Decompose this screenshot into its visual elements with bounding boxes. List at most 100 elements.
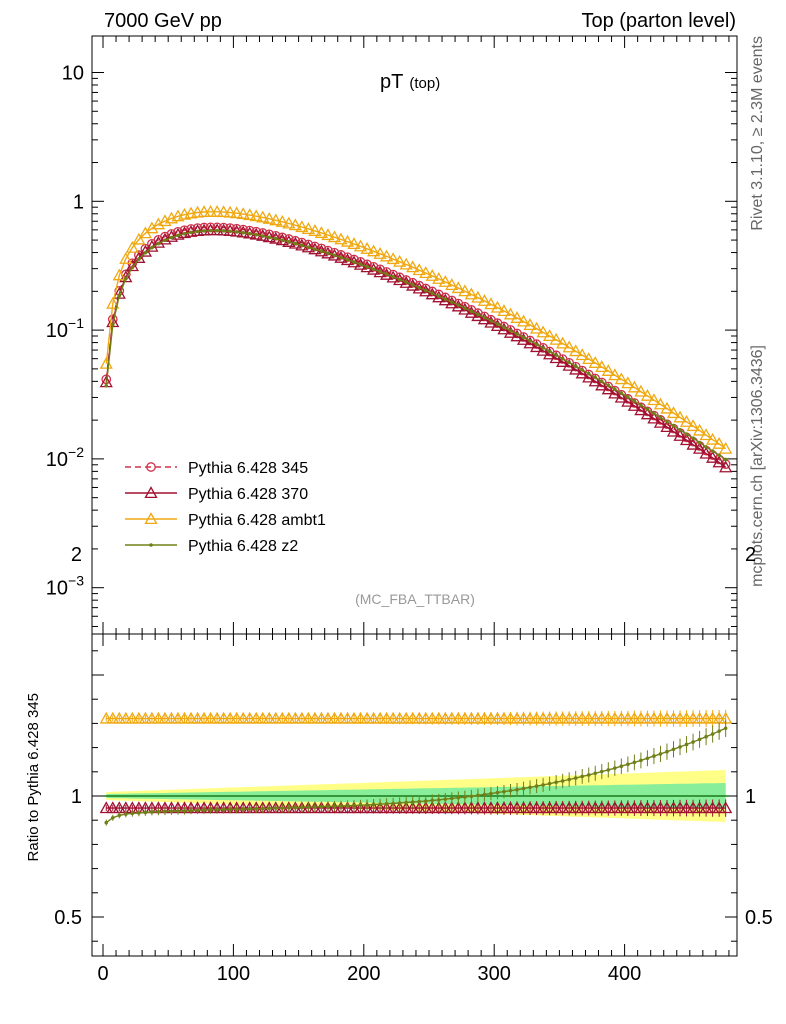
ratio-data-point (640, 711, 655, 724)
data-point (621, 376, 635, 389)
series-line (105, 226, 727, 465)
y-tick-label-base: 10 (46, 578, 68, 600)
data-point (380, 249, 394, 262)
ratio-data-point (358, 803, 363, 807)
ratio-data-point (366, 711, 381, 724)
ratio-data-point (373, 711, 387, 724)
ratio-data-point (679, 801, 694, 814)
ratio-data-point (130, 811, 135, 816)
ratio-data-point (386, 711, 400, 724)
ratio-data-point (588, 801, 602, 814)
data-point (358, 262, 363, 267)
data-point (678, 428, 682, 432)
ratio-data-point (443, 797, 448, 801)
data-point (380, 267, 394, 280)
ratio-data-point (647, 801, 661, 814)
ratio-data-point (353, 801, 368, 814)
ratio-data-point (621, 711, 635, 724)
data-point (516, 314, 531, 327)
data-point (366, 262, 381, 275)
y-tick-label: 10−3 (46, 573, 84, 600)
ratio-data-point (380, 801, 394, 814)
data-point (719, 441, 733, 454)
data-point (717, 453, 721, 457)
data-point (117, 293, 122, 298)
data-point (406, 260, 420, 273)
ratio-data-point (339, 804, 343, 808)
ratio-data-point (99, 711, 113, 724)
ratio-data-point (534, 784, 539, 788)
ratio-data-point (110, 815, 115, 820)
data-point (588, 374, 602, 387)
ratio-data-point (256, 711, 270, 724)
data-point (593, 375, 598, 380)
data-point (150, 245, 154, 250)
ratio-data-point (184, 711, 198, 724)
data-point (476, 312, 480, 317)
ratio-data-point (626, 762, 630, 767)
data-point (536, 325, 550, 338)
data-point (523, 318, 537, 331)
data-point (386, 252, 400, 265)
header-energy-label: 7000 GeV pp (104, 10, 222, 32)
ratio-data-point (347, 801, 361, 814)
ratio-data-point (386, 801, 400, 814)
data-point (432, 272, 446, 284)
ratio-data-point (653, 801, 668, 814)
data-point (706, 432, 720, 445)
data-point (326, 251, 330, 255)
data-point (719, 460, 733, 473)
data-point (319, 249, 324, 253)
ratio-data-point (280, 806, 285, 810)
data-point (417, 285, 422, 290)
ratio-data-point (469, 794, 474, 799)
data-point (599, 379, 604, 384)
ratio-data-point (450, 796, 454, 801)
y-tick-label-base: 10 (46, 449, 68, 471)
data-point (582, 352, 596, 365)
data-point (634, 384, 648, 397)
data-point (443, 297, 448, 301)
data-point (353, 239, 368, 252)
ratio-data-point (254, 807, 259, 811)
data-point (163, 238, 167, 243)
data-point (543, 329, 557, 342)
ratio-data-point (425, 801, 439, 814)
ratio-data-point (697, 737, 702, 742)
ratio-data-point (353, 711, 368, 724)
ratio-data-point (404, 800, 408, 805)
ratio-data-point (529, 711, 544, 724)
data-point (217, 223, 231, 236)
ratio-data-point (634, 801, 648, 814)
data-point (521, 335, 526, 340)
ratio-data-point (215, 807, 219, 812)
data-point (282, 216, 296, 229)
data-point (647, 393, 661, 406)
data-point (371, 267, 376, 271)
ratio-data-point (593, 771, 598, 776)
ratio-data-point (710, 732, 715, 736)
data-point (352, 260, 356, 264)
ratio-data-point (438, 711, 452, 724)
data-point (436, 294, 441, 298)
data-point (176, 233, 180, 238)
data-point (606, 383, 611, 388)
ratio-data-point (234, 807, 239, 812)
data-point (339, 255, 343, 260)
ratio-data-point (190, 711, 205, 724)
ratio-data-point (378, 802, 382, 807)
plot-title: pT (top) (380, 71, 440, 93)
data-point (534, 342, 539, 347)
ratio-data-point (497, 711, 511, 724)
ratio-data-point (692, 801, 707, 814)
ratio-data-point (666, 801, 681, 814)
ratio-data-point (573, 776, 578, 780)
ratio-data-point (399, 801, 413, 814)
ratio-data-point (632, 760, 637, 765)
ratio-data-point (562, 711, 576, 724)
data-point (712, 455, 726, 468)
data-point (340, 234, 355, 247)
ratio-data-point (319, 804, 324, 809)
y-tick-label-exponent: −3 (68, 573, 84, 589)
ratio-data-point (306, 805, 311, 809)
